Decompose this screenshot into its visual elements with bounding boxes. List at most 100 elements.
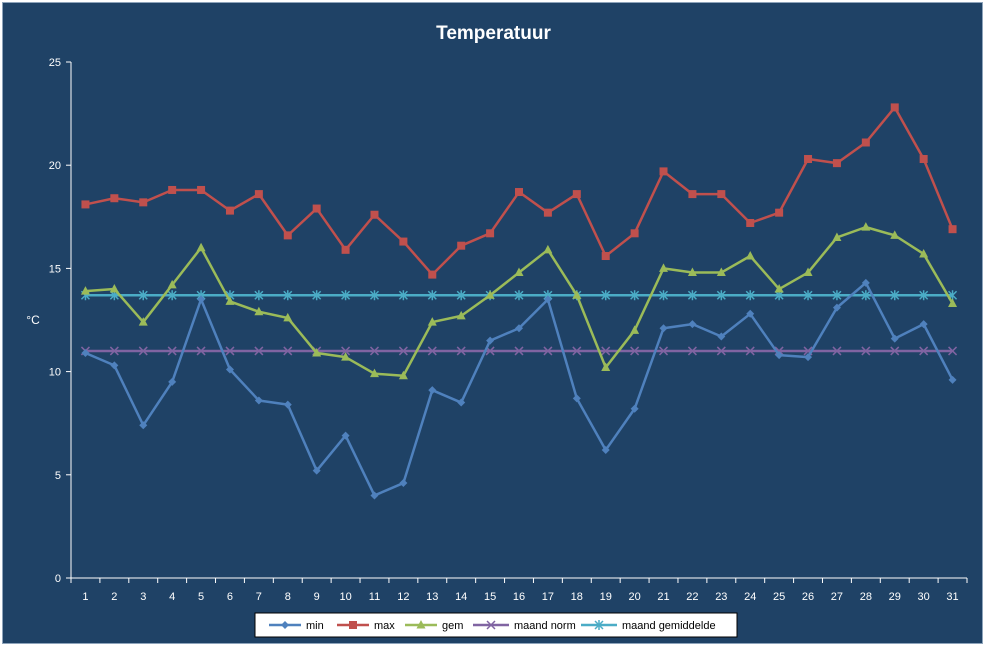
x-tick-label: 8 xyxy=(285,591,291,603)
marker-stroke xyxy=(601,346,611,356)
data-point-maand-gemiddelde xyxy=(716,290,726,301)
data-point-max xyxy=(515,188,523,197)
data-point-gem xyxy=(167,279,177,289)
data-point-maand-norm xyxy=(283,346,293,356)
marker-stroke xyxy=(687,346,697,356)
marker-stroke xyxy=(196,346,206,356)
data-point-gem xyxy=(138,317,148,326)
legend-label: min xyxy=(306,620,324,632)
marker-stroke xyxy=(890,346,900,356)
data-point-maand-norm xyxy=(138,346,148,356)
marker-stroke xyxy=(716,346,726,356)
data-point-maand-norm xyxy=(832,346,842,356)
marker-stroke xyxy=(341,346,351,356)
data-point-gem xyxy=(890,230,900,239)
data-point-maand-gemiddelde xyxy=(369,290,380,301)
x-tick-label: 28 xyxy=(860,591,872,603)
marker-stroke xyxy=(427,346,437,356)
data-point-max xyxy=(717,190,726,199)
data-point-maand-gemiddelde xyxy=(919,290,929,301)
marker-stroke xyxy=(485,346,495,356)
marker-stroke xyxy=(745,346,755,356)
marker-stroke xyxy=(630,346,640,356)
data-point-min xyxy=(370,491,379,500)
data-point-max xyxy=(572,190,581,199)
data-point-maand-gemiddelde xyxy=(312,290,322,301)
data-point-min xyxy=(197,295,206,304)
data-point-gem xyxy=(456,310,466,320)
data-point-min xyxy=(486,336,495,345)
series-gem xyxy=(80,222,958,380)
data-point-gem xyxy=(687,267,697,277)
data-point-min xyxy=(312,466,321,475)
data-point-max xyxy=(746,218,755,227)
data-point-min xyxy=(717,332,726,341)
data-point-maand-gemiddelde xyxy=(687,290,697,301)
legend-label: gem xyxy=(442,620,463,632)
marker-stroke xyxy=(283,346,293,356)
legend-swatch-marker xyxy=(594,620,604,630)
data-point-min xyxy=(515,324,523,333)
legend-swatch-marker xyxy=(281,621,289,629)
data-point-maand-gemiddelde xyxy=(803,290,813,301)
data-point-maand-norm xyxy=(774,346,784,356)
data-point-min xyxy=(659,324,668,333)
data-point-min xyxy=(919,320,928,329)
series-maand-gemiddelde xyxy=(80,290,958,301)
data-point-min xyxy=(861,278,870,287)
data-point-gem xyxy=(630,325,640,334)
data-point-max xyxy=(486,229,495,238)
data-point-maand-norm xyxy=(687,346,697,356)
data-point-max xyxy=(283,231,292,240)
y-axis-label: °C xyxy=(26,313,40,327)
x-tick-label: 16 xyxy=(513,591,525,603)
x-tick-label: 11 xyxy=(369,591,380,603)
marker-stroke xyxy=(832,346,842,356)
data-point-maand-norm xyxy=(861,346,871,356)
data-point-maand-norm xyxy=(630,346,640,356)
data-point-max xyxy=(601,252,610,261)
data-point-min xyxy=(775,351,784,360)
data-point-maand-norm xyxy=(745,346,755,356)
data-point-min xyxy=(81,349,90,358)
y-tick-label: 5 xyxy=(55,470,61,482)
legend-label: maand gemiddelde xyxy=(622,620,716,632)
data-point-gem xyxy=(514,267,524,277)
data-point-min xyxy=(457,398,466,407)
data-point-min xyxy=(601,446,610,455)
series-line-gem xyxy=(85,225,954,377)
marker-stroke xyxy=(254,346,264,356)
series-max xyxy=(81,103,957,279)
legend-swatch-marker xyxy=(349,621,357,629)
marker-stroke xyxy=(948,346,958,356)
data-point-gem xyxy=(341,352,351,361)
marker-stroke xyxy=(456,346,466,356)
data-point-min xyxy=(890,334,899,343)
data-point-gem xyxy=(572,290,582,299)
data-point-min xyxy=(572,394,581,403)
data-point-maand-norm xyxy=(919,346,929,356)
data-point-maand-gemiddelde xyxy=(398,290,408,301)
x-tick-label: 12 xyxy=(397,591,409,603)
x-tick-label: 1 xyxy=(82,591,88,603)
x-tick-label: 9 xyxy=(314,591,320,603)
series-maand-norm xyxy=(80,346,958,356)
data-point-maand-norm xyxy=(427,346,437,356)
marker-stroke xyxy=(167,346,177,356)
y-tick-label: 20 xyxy=(49,160,61,172)
legend-swatch-marker xyxy=(416,620,426,629)
data-point-min xyxy=(746,309,755,318)
data-point-maand-norm xyxy=(341,346,351,356)
data-point-max xyxy=(890,103,899,112)
x-tick-label: 21 xyxy=(657,591,669,603)
marker-stroke xyxy=(543,346,553,356)
data-point-max xyxy=(312,204,321,213)
data-point-maand-norm xyxy=(254,346,264,356)
data-point-gem xyxy=(398,370,408,380)
data-point-gem xyxy=(427,317,437,326)
legend-item-gem: gem xyxy=(405,620,463,632)
data-point-max xyxy=(428,270,437,279)
x-tick-label: 31 xyxy=(946,591,958,603)
data-point-max xyxy=(399,237,408,246)
